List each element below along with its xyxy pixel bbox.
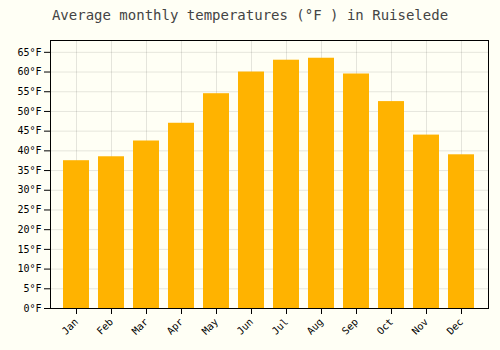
svg-text:10°F: 10°F	[17, 263, 41, 274]
svg-text:Mar: Mar	[130, 316, 151, 337]
svg-text:45°F: 45°F	[17, 125, 41, 136]
svg-text:Dec: Dec	[445, 316, 466, 337]
svg-text:0°F: 0°F	[23, 303, 41, 314]
svg-text:Jan: Jan	[60, 316, 81, 337]
svg-text:5°F: 5°F	[23, 283, 41, 294]
svg-text:55°F: 55°F	[17, 86, 41, 97]
svg-text:30°F: 30°F	[17, 184, 41, 195]
svg-text:Jul: Jul	[270, 316, 291, 337]
html-text:Average monthly temperatures (: Average monthly temperatures (°F ) in Ru…	[51, 7, 449, 23]
svg-text:60°F: 60°F	[17, 66, 41, 77]
svg-text:Nov: Nov	[410, 316, 431, 337]
svg-text:20°F: 20°F	[17, 224, 41, 235]
svg-text:50°F: 50°F	[17, 106, 41, 117]
svg-text:Aug: Aug	[305, 316, 326, 337]
svg-text:65°F: 65°F	[17, 47, 41, 58]
svg-text:15°F: 15°F	[17, 244, 41, 255]
svg-text:Oct: Oct	[375, 316, 396, 337]
svg-text:Apr: Apr	[165, 316, 186, 337]
svg-text:25°F: 25°F	[17, 204, 41, 215]
svg-text:Jun: Jun	[235, 316, 256, 337]
svg-text:May: May	[200, 316, 221, 337]
svg-text:Feb: Feb	[95, 316, 116, 337]
svg-text:Sep: Sep	[340, 316, 361, 337]
svg-text:40°F: 40°F	[17, 145, 41, 156]
svg-text:35°F: 35°F	[17, 165, 41, 176]
